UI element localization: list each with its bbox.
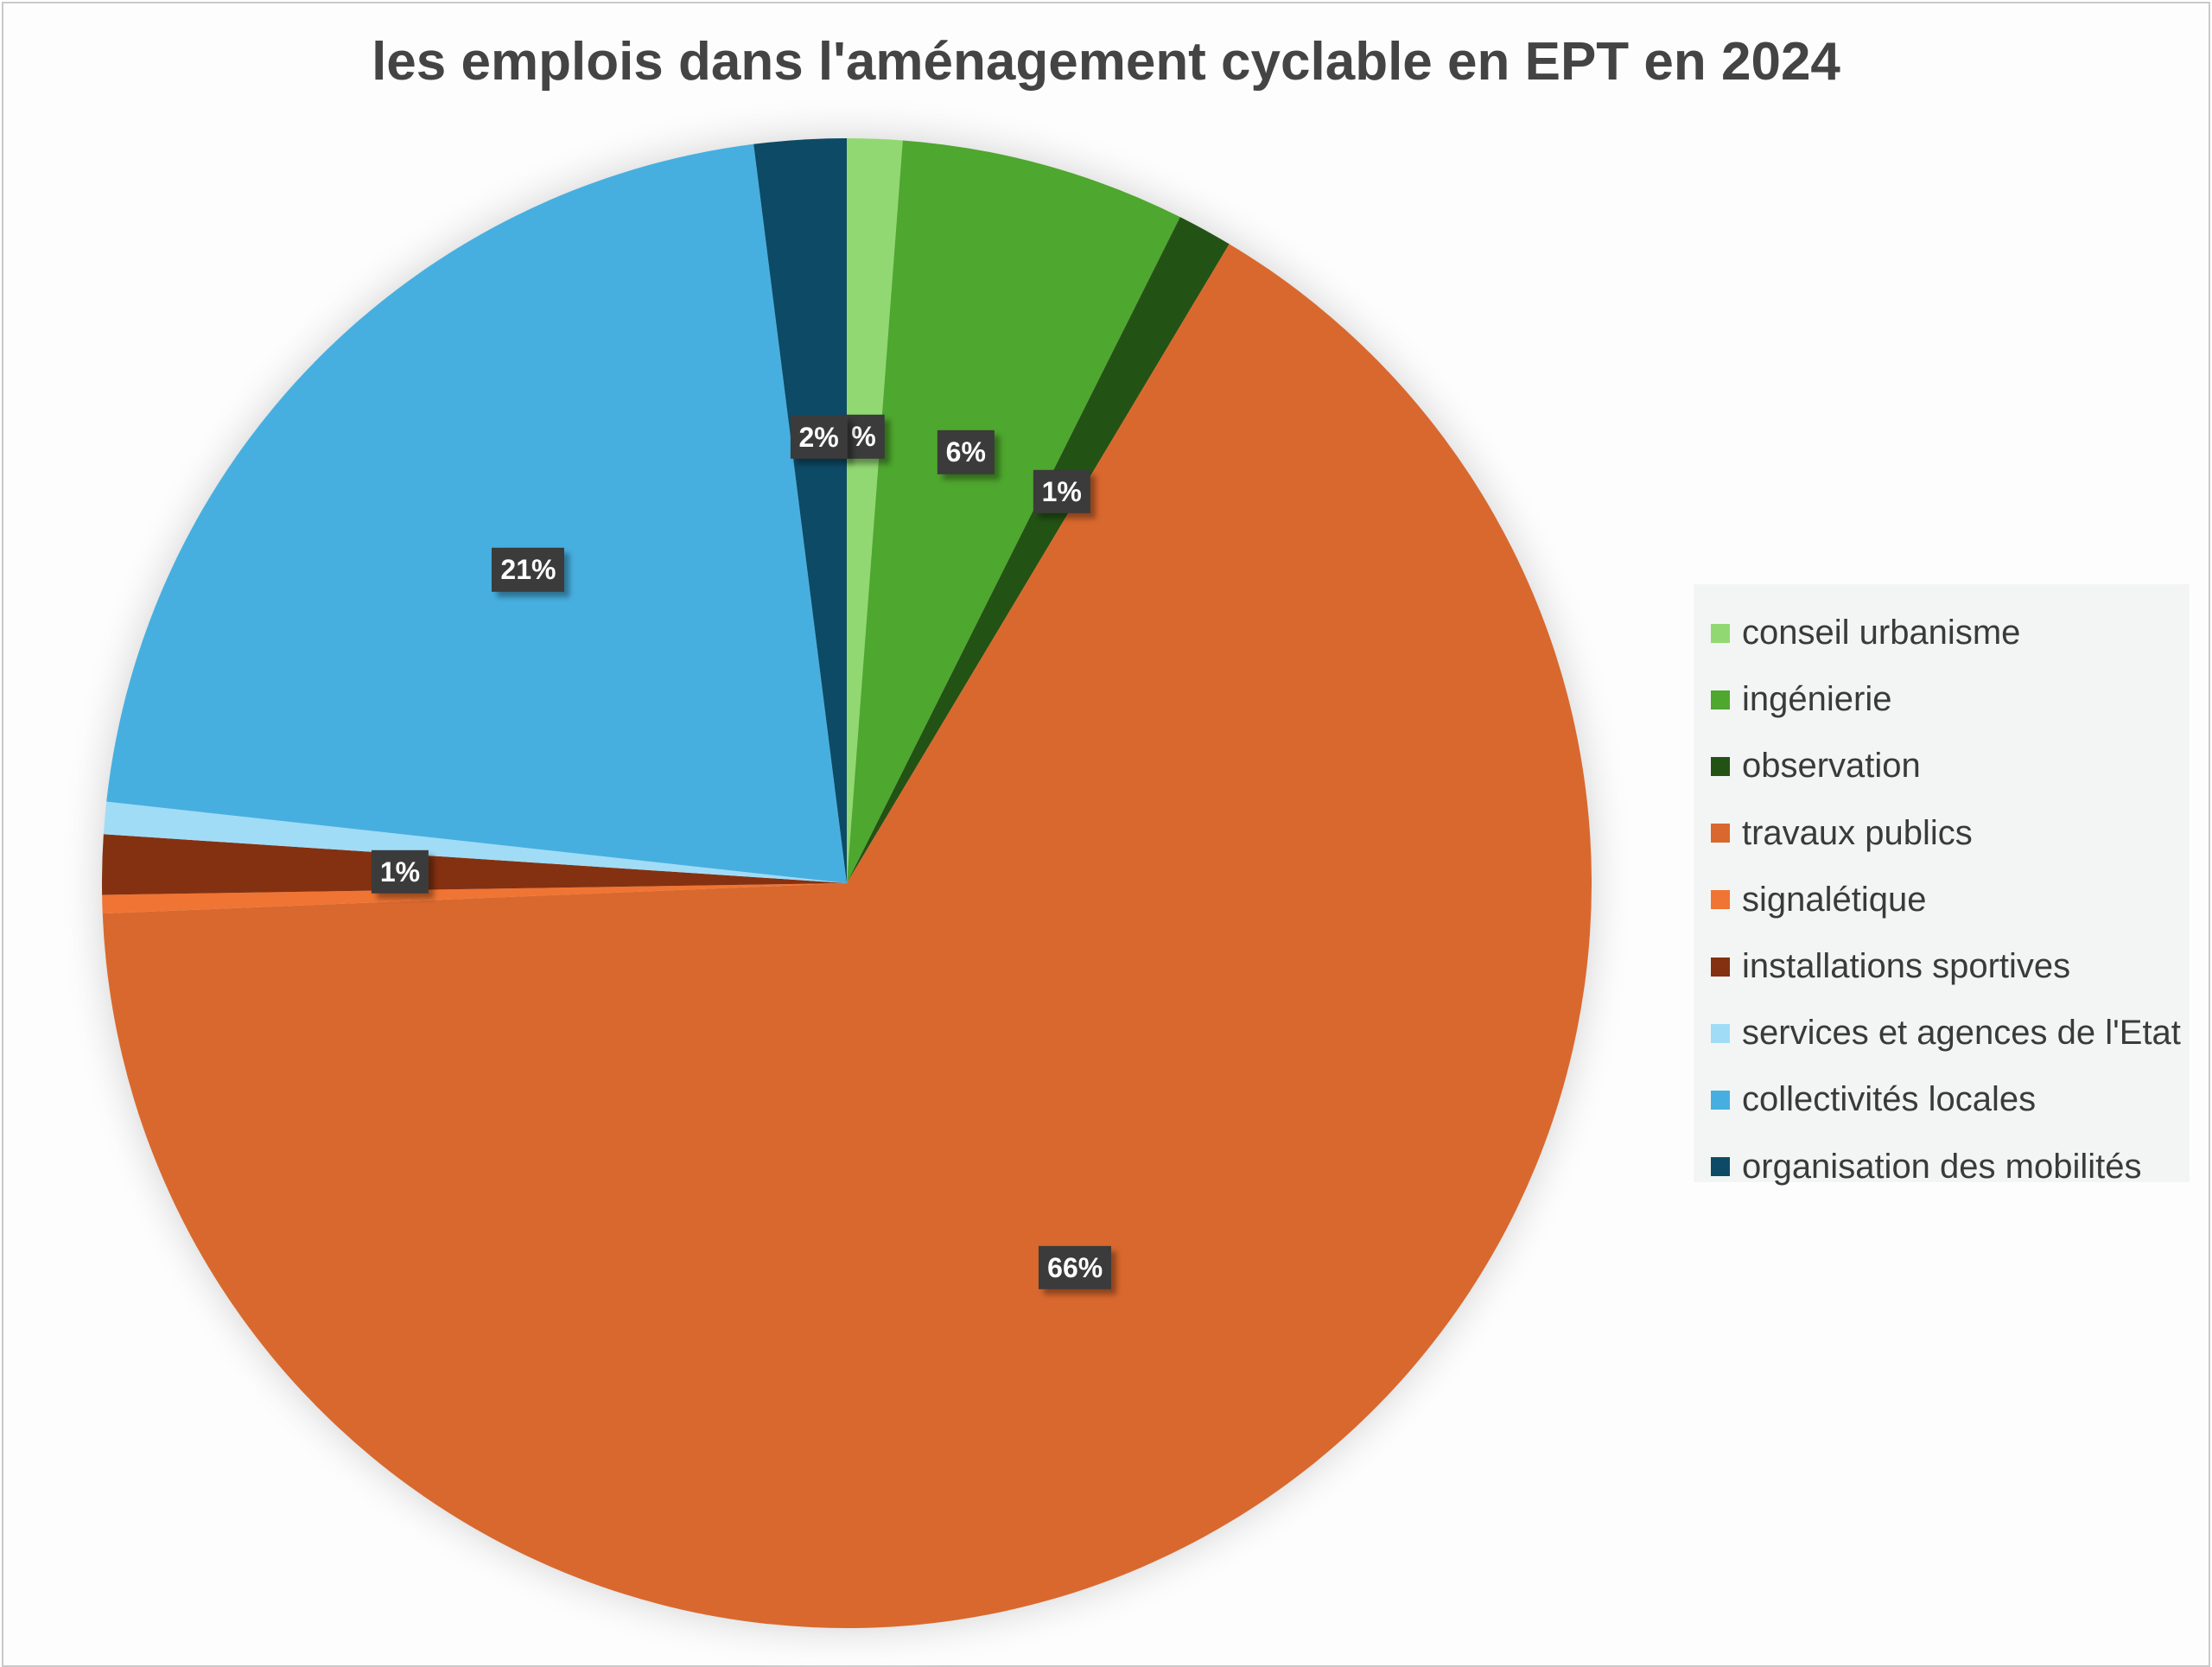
legend-item-observation: observation	[1711, 733, 2190, 799]
pie-slice-travaux-publics	[102, 244, 1592, 1629]
pie-slice-conseil-urbanisme	[847, 138, 903, 883]
legend-swatch	[1711, 824, 1730, 843]
legend-item-ingenierie: ingénierie	[1711, 666, 2190, 733]
legend-label: observation	[1742, 747, 1921, 786]
pie-slice-ingenierie	[847, 140, 1180, 883]
legend-item-conseil-urbanisme: conseil urbanisme	[1711, 600, 2190, 666]
pie-slice-signaletique	[102, 883, 848, 914]
legend-swatch	[1711, 690, 1730, 709]
legend-item-collectivites-locales: collectivités locales	[1711, 1066, 2190, 1133]
legend-swatch	[1711, 623, 1730, 643]
legend-swatch	[1711, 890, 1730, 910]
data-label-installations-sportives: 1%	[371, 849, 429, 894]
legend-label: conseil urbanisme	[1742, 614, 2021, 652]
pie-slice-installations-sportives	[102, 834, 848, 895]
legend-item-signaletique: signalétique	[1711, 867, 2190, 933]
legend-swatch	[1711, 1090, 1730, 1110]
data-label-travaux-publics: 66%	[1039, 1245, 1112, 1289]
legend-swatch	[1711, 957, 1730, 977]
pie-slice-organisation-des-mobilites	[753, 138, 847, 883]
data-label-conseil-urbanisme: %	[842, 414, 885, 459]
pie-slice-collectivites-locales	[106, 143, 847, 884]
chart-title: les emplois dans l'aménagement cyclable …	[372, 32, 1840, 92]
legend-item-services-et-agences-de-l-etat: services et agences de l'Etat	[1711, 1000, 2190, 1066]
data-label-collectivites-locales: 21%	[492, 547, 565, 592]
legend-label: organisation des mobilités	[1742, 1147, 2142, 1186]
legend-label: travaux publics	[1742, 813, 1973, 852]
legend-label: services et agences de l'Etat	[1742, 1014, 2181, 1053]
legend-label: installations sportives	[1742, 947, 2071, 986]
pie-slice-services-et-agences-de-l-etat	[103, 801, 847, 883]
legend-label: ingénierie	[1742, 680, 1892, 719]
legend-item-installations-sportives: installations sportives	[1711, 933, 2190, 1000]
legend: conseil urbanisme ingénierie observation tr…	[1694, 584, 2190, 1186]
legend-label: collectivités locales	[1742, 1080, 2037, 1119]
legend-item-travaux-publics: travaux publics	[1711, 800, 2190, 867]
legend-label: signalétique	[1742, 880, 1927, 919]
legend-swatch	[1711, 756, 1730, 776]
data-label-ingenierie: 6%	[937, 430, 995, 474]
legend-swatch	[1711, 1023, 1730, 1043]
pie-slice-observation	[847, 217, 1230, 883]
data-label-observation: 1%	[1033, 469, 1090, 513]
legend-item-organisation-des-mobilites: organisation des mobilités	[1711, 1134, 2190, 1200]
data-label-organisation-des-mobilites: 2%	[790, 415, 848, 460]
legend-swatch	[1711, 1157, 1730, 1177]
pie-slices	[102, 138, 1592, 1629]
